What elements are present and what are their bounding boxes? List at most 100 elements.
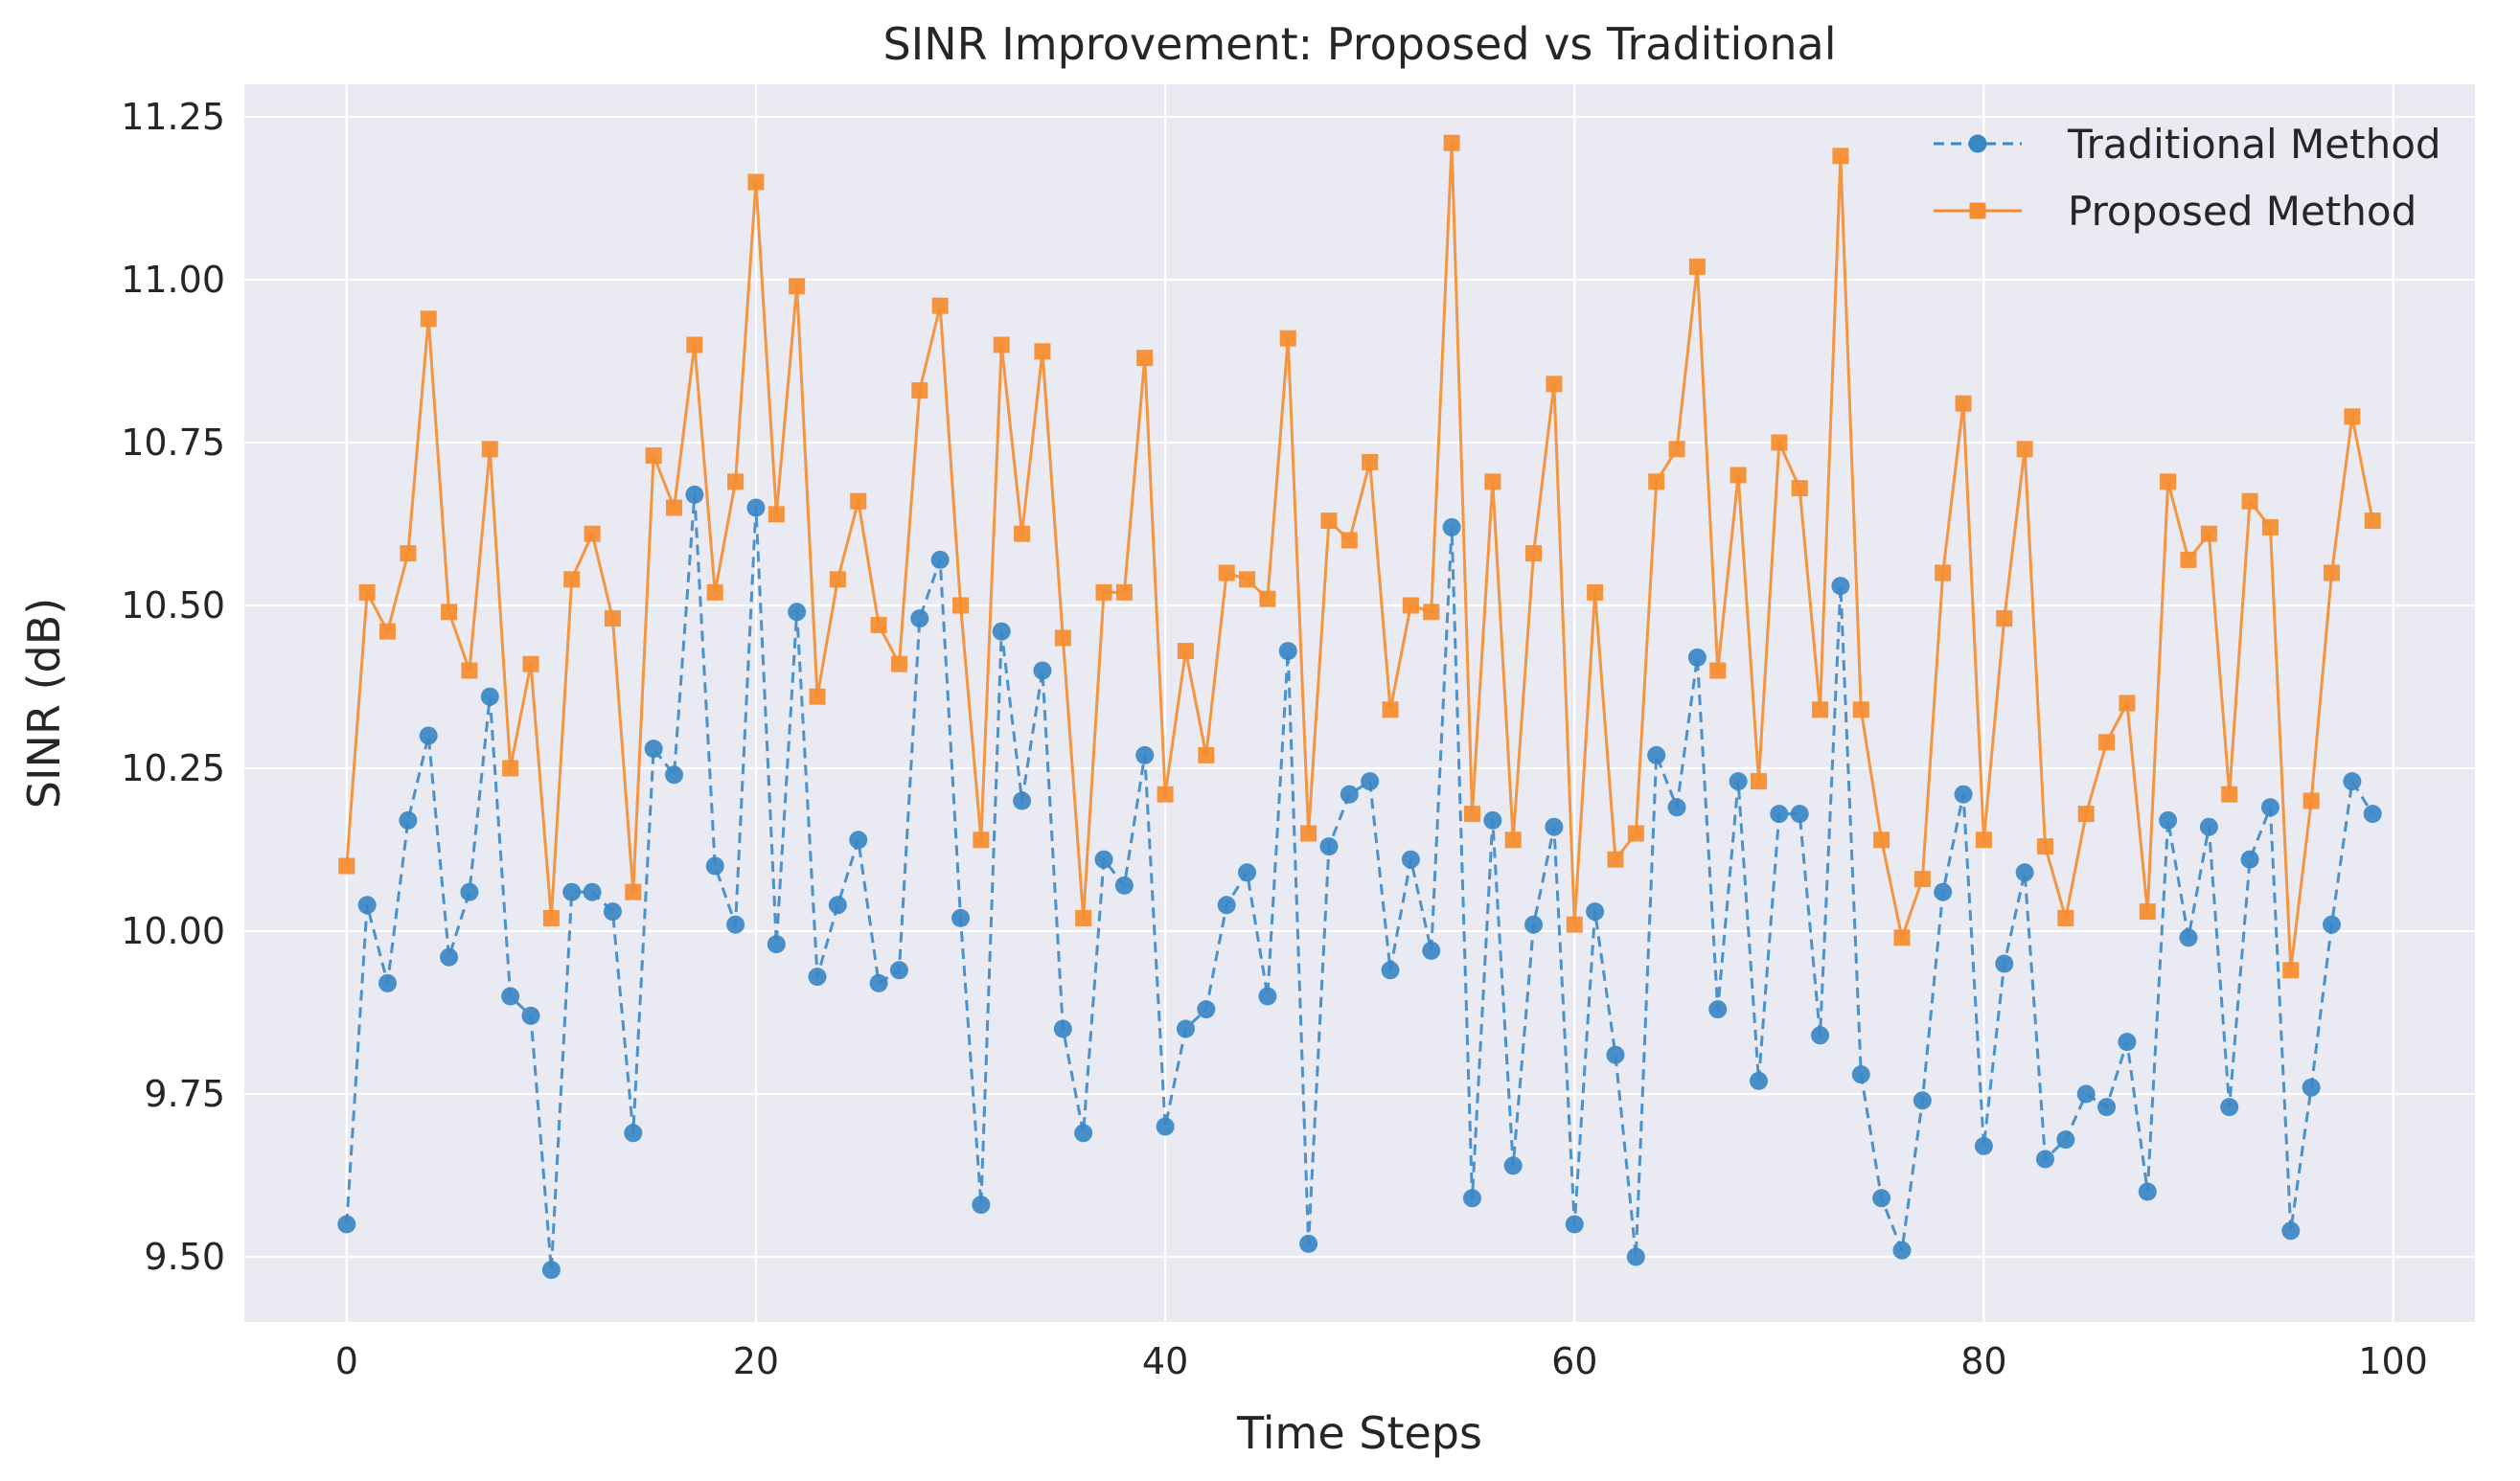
data-point — [1259, 590, 1276, 607]
y-tick-label: 11.00 — [121, 259, 225, 301]
data-point — [829, 571, 846, 588]
data-point — [2221, 786, 2238, 803]
data-point — [1647, 745, 1666, 764]
data-point — [1851, 1065, 1870, 1084]
chart-title: SINR Improvement: Proposed vs Traditiona… — [882, 18, 1836, 70]
data-point — [563, 571, 581, 588]
data-point — [2139, 903, 2156, 921]
data-point — [1443, 134, 1460, 151]
data-point — [1299, 1234, 1318, 1253]
data-point — [850, 492, 867, 510]
data-point — [379, 623, 397, 640]
data-point — [1402, 597, 1419, 614]
data-point — [727, 473, 745, 490]
data-point — [2180, 551, 2197, 568]
data-point — [2241, 492, 2258, 510]
data-point — [1156, 1117, 1175, 1136]
data-point — [1074, 1124, 1093, 1143]
series-layer — [337, 134, 2382, 1280]
data-point — [644, 740, 663, 759]
y-tick-label: 10.50 — [121, 584, 225, 627]
data-point — [1503, 1156, 1523, 1175]
data-point — [889, 961, 908, 980]
data-point — [1750, 773, 1767, 790]
legend-item: Traditional Method — [1934, 121, 2441, 168]
data-point — [665, 765, 684, 785]
series-line — [345, 492, 2374, 1272]
data-point — [1504, 832, 1522, 849]
data-point — [460, 882, 479, 901]
data-point — [1770, 805, 1789, 824]
data-point — [1422, 941, 1441, 960]
data-point — [604, 610, 621, 627]
data-point — [2260, 798, 2279, 817]
data-point — [1033, 661, 1052, 680]
data-point — [2015, 863, 2034, 882]
data-point — [501, 987, 520, 1006]
data-point — [1771, 434, 1788, 451]
data-point — [1054, 629, 1071, 647]
data-point — [1198, 746, 1215, 763]
data-point — [973, 832, 990, 849]
data-point — [1218, 564, 1235, 581]
legend: Traditional Method Proposed Method — [1934, 121, 2441, 235]
data-point — [1013, 791, 1032, 810]
series-line — [345, 141, 2374, 972]
data-point — [890, 655, 907, 672]
data-point — [1115, 583, 1133, 601]
data-point — [420, 310, 437, 328]
data-point — [1524, 915, 1544, 934]
data-point — [1545, 817, 1564, 836]
data-point — [666, 499, 683, 516]
data-point — [1996, 610, 2013, 627]
data-point — [1361, 772, 1380, 791]
data-point — [2160, 473, 2177, 490]
data-point — [869, 973, 888, 992]
data-point — [2035, 1150, 2054, 1169]
grid — [244, 84, 2475, 1322]
x-axis-label: Time Steps — [1236, 1407, 1482, 1459]
y-axis-label: SINR (dB) — [18, 598, 70, 809]
series-proposed-method — [338, 134, 2381, 979]
data-point — [2261, 518, 2279, 535]
data-point — [1075, 909, 1092, 926]
x-tick-label: 20 — [733, 1340, 779, 1382]
data-point — [2118, 1033, 2137, 1052]
data-point — [583, 882, 602, 901]
data-point — [1239, 571, 1256, 588]
data-point — [951, 908, 971, 927]
data-point — [789, 278, 806, 295]
data-point — [1688, 258, 1706, 275]
data-point — [1955, 395, 1972, 412]
data-point — [1197, 1000, 1216, 1019]
data-point — [746, 498, 766, 517]
data-point — [1995, 954, 2014, 973]
data-point — [1913, 1091, 1932, 1110]
data-point — [1873, 832, 1890, 849]
x-tick-label: 0 — [335, 1340, 358, 1382]
data-point — [2322, 915, 2341, 934]
data-point — [2364, 513, 2381, 530]
data-point — [1157, 786, 1174, 803]
data-point — [1935, 564, 1952, 581]
data-point — [357, 896, 377, 915]
data-point — [1730, 467, 1747, 484]
data-point — [2036, 838, 2053, 855]
data-point — [481, 441, 498, 458]
data-point — [706, 583, 723, 601]
data-point — [2199, 817, 2218, 836]
data-point — [1811, 1026, 1830, 1045]
data-point — [1442, 517, 1461, 536]
data-point — [685, 485, 704, 504]
data-point — [788, 603, 807, 622]
data-point — [1278, 642, 1297, 661]
y-tick-label: 11.25 — [121, 96, 225, 138]
y-tick-label: 10.75 — [121, 422, 225, 464]
data-point — [1176, 1019, 1195, 1038]
data-point — [2077, 806, 2095, 823]
data-point — [2159, 810, 2178, 830]
y-tick-label: 9.75 — [144, 1073, 225, 1115]
data-point — [1749, 1071, 1768, 1090]
data-point — [1258, 987, 1277, 1006]
